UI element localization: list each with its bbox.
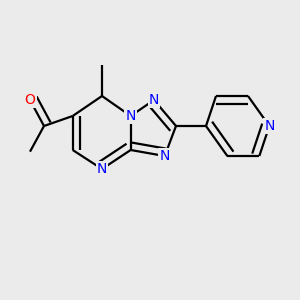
Text: O: O — [25, 93, 35, 107]
Text: N: N — [149, 93, 159, 107]
Text: N: N — [125, 109, 136, 123]
Text: N: N — [97, 162, 107, 176]
Text: N: N — [264, 119, 274, 133]
Text: N: N — [160, 149, 170, 163]
